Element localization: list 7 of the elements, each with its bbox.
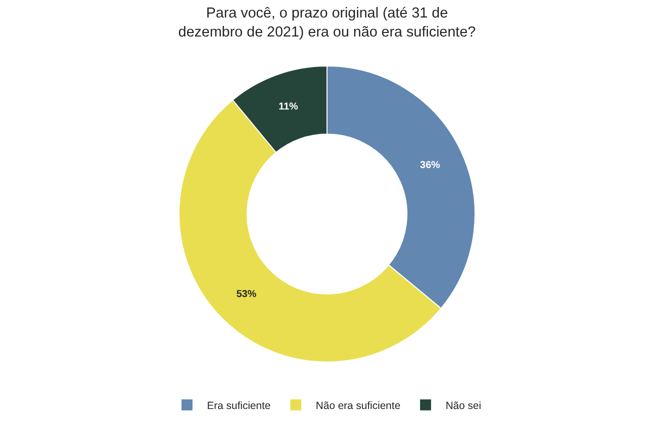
legend-label: Não era suficiente xyxy=(316,400,401,412)
legend-label: Não sei xyxy=(446,400,482,412)
legend-label: Era suficiente xyxy=(207,400,271,412)
data-label: 11% xyxy=(278,101,298,112)
data-label: 36% xyxy=(420,160,440,171)
chart-title: Para você, o prazo original (até 31 de dezembro de 2021) era ou não era suficiente? xyxy=(178,5,476,40)
data-label: 53% xyxy=(236,289,256,300)
